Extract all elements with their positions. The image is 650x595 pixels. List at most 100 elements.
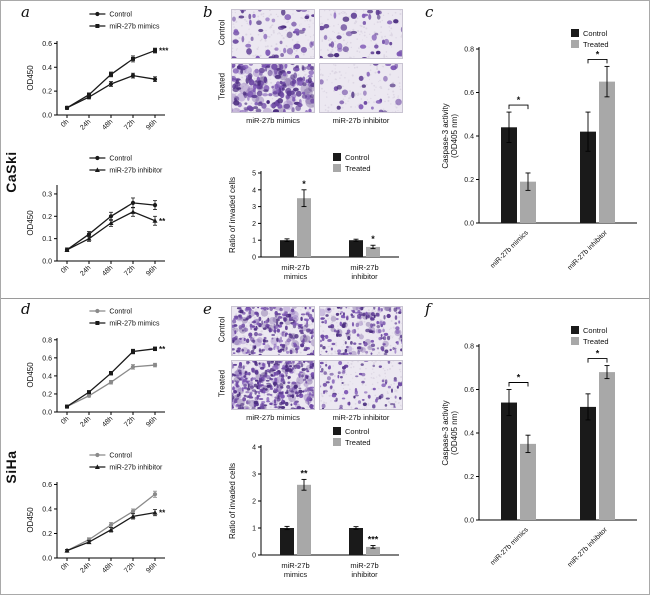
svg-text:0.4: 0.4 <box>42 65 52 72</box>
svg-text:*: * <box>596 49 600 59</box>
svg-text:**: ** <box>300 468 308 478</box>
micro-col-label-mimics: miR-27b mimics <box>246 413 300 422</box>
svg-text:Treated: Treated <box>583 337 609 346</box>
micro-col-label-mimics: miR-27b mimics <box>246 116 300 125</box>
svg-text:24h: 24h <box>79 264 92 277</box>
svg-text:5: 5 <box>252 171 256 178</box>
svg-text:48h: 48h <box>101 561 114 574</box>
caski-treated-mimics-micrograph <box>231 63 315 113</box>
svg-text:OD450: OD450 <box>26 362 35 388</box>
svg-text:Control: Control <box>109 309 132 316</box>
svg-text:**: ** <box>159 217 166 226</box>
svg-text:4: 4 <box>252 187 256 194</box>
svg-text:*: * <box>517 95 521 105</box>
svg-text:3: 3 <box>252 204 256 211</box>
svg-text:Control: Control <box>583 326 608 335</box>
svg-text:0.2: 0.2 <box>42 531 52 538</box>
svg-text:72h: 72h <box>123 118 136 131</box>
svg-text:48h: 48h <box>101 118 114 131</box>
svg-text:0.6: 0.6 <box>464 90 474 97</box>
svg-text:0.0: 0.0 <box>42 113 52 120</box>
svg-text:0.0: 0.0 <box>464 518 474 525</box>
svg-text:miR-27b mimics: miR-27b mimics <box>109 321 160 328</box>
cell-line-label-caski: CaSki <box>3 151 19 193</box>
svg-text:0h: 0h <box>60 118 71 129</box>
panel-letter-d: d <box>21 300 31 318</box>
svg-text:24h: 24h <box>79 118 92 131</box>
svg-text:0: 0 <box>252 255 256 262</box>
siha-treated-mimics-micrograph <box>231 360 315 410</box>
svg-text:Caspase-3 activity: Caspase-3 activity <box>441 103 450 168</box>
caski-caspase3-bar-chart: 0.0 0.2 0.4 0.6 0.8 Caspase-3 activity (OD405 … <box>439 27 643 273</box>
svg-text:miR-27b inhibitor: miR-27b inhibitor <box>109 465 163 472</box>
svg-text:Control: Control <box>109 453 132 460</box>
svg-text:0h: 0h <box>60 264 71 275</box>
svg-text:Caspase-3 activity: Caspase-3 activity <box>441 400 450 465</box>
svg-text:Control: Control <box>345 427 370 436</box>
svg-text:48h: 48h <box>101 415 114 428</box>
caski-control-mimics-micrograph <box>231 9 315 59</box>
svg-text:48h: 48h <box>101 264 114 277</box>
svg-text:Ratio of invaded cells: Ratio of invaded cells <box>228 463 237 539</box>
svg-text:0.0: 0.0 <box>42 556 52 563</box>
svg-text:0.8: 0.8 <box>42 337 52 344</box>
svg-text:0.2: 0.2 <box>464 177 474 184</box>
micro-row-label-treated: Treated <box>217 369 227 398</box>
svg-text:2: 2 <box>252 221 256 228</box>
svg-text:miR-27b: miR-27b <box>350 561 378 570</box>
caski-inhibitor-growth-chart: 0.0 0.1 0.2 0.3 0h 24h 48h 72h 96h OD450 Control mi… <box>23 151 195 291</box>
svg-text:miR-27b: miR-27b <box>281 263 309 272</box>
panel-letter-b: b <box>203 3 213 21</box>
panel-letter-a: a <box>21 3 30 21</box>
svg-text:0.6: 0.6 <box>42 482 52 489</box>
svg-text:1: 1 <box>252 526 256 533</box>
svg-text:Control: Control <box>109 12 132 19</box>
caski-treated-inhibitor-micrograph <box>319 63 403 113</box>
svg-text:miR-27b inhibitor: miR-27b inhibitor <box>567 526 610 569</box>
svg-text:0.3: 0.3 <box>42 191 52 198</box>
svg-text:mimics: mimics <box>284 272 308 281</box>
micro-col-label-inhibitor: miR-27b inhibitor <box>332 116 390 125</box>
svg-text:Treated: Treated <box>345 164 371 173</box>
svg-text:inhibitor: inhibitor <box>351 570 378 579</box>
panel-letter-f: f <box>425 300 431 318</box>
svg-text:miR-27b inhibitor: miR-27b inhibitor <box>109 168 163 175</box>
svg-text:96h: 96h <box>145 118 158 131</box>
svg-text:Control: Control <box>345 153 370 162</box>
svg-text:96h: 96h <box>145 264 158 277</box>
svg-text:0.4: 0.4 <box>42 373 52 380</box>
svg-text:**: ** <box>159 345 166 354</box>
siha-control-mimics-micrograph <box>231 306 315 356</box>
svg-text:*: * <box>517 373 521 383</box>
svg-text:***: *** <box>159 47 169 56</box>
micro-row-label-control: Control <box>217 19 227 46</box>
siha-caspase3-bar-chart: 0.0 0.2 0.4 0.6 0.8 Caspase-3 activity (OD405 … <box>439 324 643 570</box>
panel-letter-c: c <box>425 3 434 21</box>
siha-control-inhibitor-micrograph <box>319 306 403 356</box>
micro-row-label-control: Control <box>217 316 227 343</box>
svg-text:0.8: 0.8 <box>464 344 474 351</box>
svg-text:24h: 24h <box>79 415 92 428</box>
svg-text:OD450: OD450 <box>26 210 35 236</box>
svg-text:**: ** <box>159 509 166 518</box>
svg-text:0h: 0h <box>60 415 71 426</box>
siha-mimics-growth-chart: 0.0 0.2 0.4 0.6 0.8 0h 24h 48h 72h 96h OD450 Contro… <box>23 304 195 442</box>
svg-text:72h: 72h <box>123 561 136 574</box>
svg-text:72h: 72h <box>123 264 136 277</box>
caski-control-inhibitor-micrograph <box>319 9 403 59</box>
svg-text:Control: Control <box>583 29 608 38</box>
svg-text:OD450: OD450 <box>26 507 35 533</box>
svg-text:0.0: 0.0 <box>464 221 474 228</box>
panel-letter-e: e <box>203 300 212 318</box>
svg-text:0.1: 0.1 <box>42 236 52 243</box>
svg-text:0.6: 0.6 <box>42 41 52 48</box>
svg-text:1: 1 <box>252 238 256 245</box>
svg-text:0.4: 0.4 <box>42 506 52 513</box>
micro-col-label-inhibitor: miR-27b inhibitor <box>332 413 390 422</box>
svg-text:miR-27b inhibitor: miR-27b inhibitor <box>567 229 610 272</box>
svg-text:*: * <box>371 234 375 244</box>
svg-text:***: *** <box>368 535 379 545</box>
svg-text:*: * <box>302 179 306 189</box>
siha-invasion-bar-chart: 0 1 2 3 4 Ratio of invaded cells ** *** miR-27b m… <box>225 425 405 589</box>
